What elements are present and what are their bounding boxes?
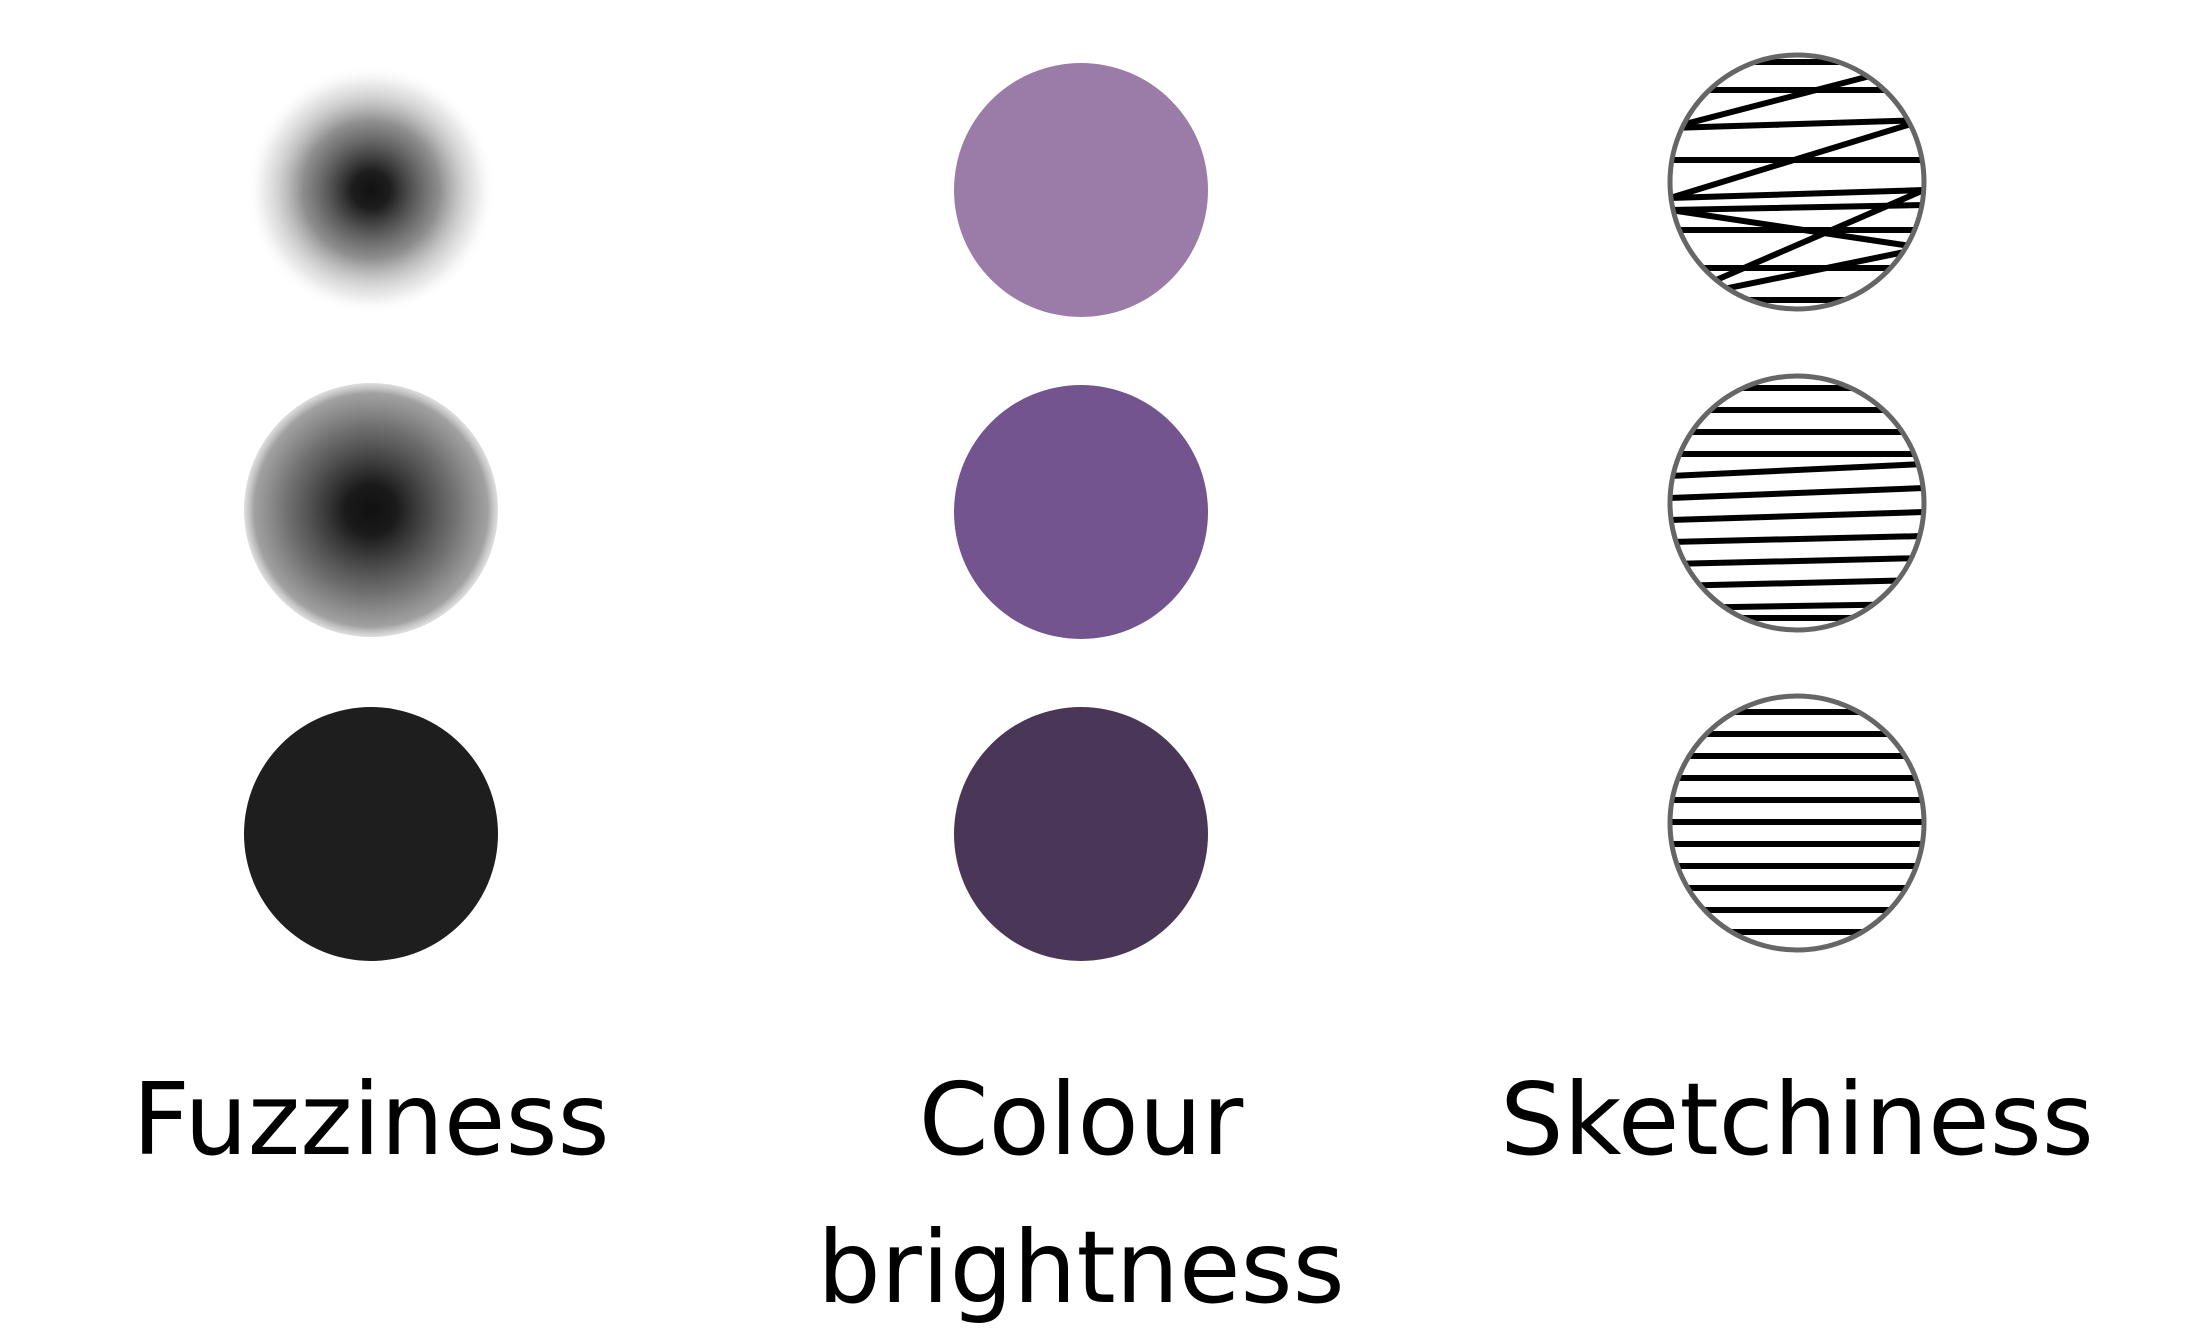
fuzziness-label: Fuzziness: [132, 1061, 610, 1178]
fuzzy-dot-medium: [244, 383, 498, 637]
sketchiness-column: [1667, 52, 1927, 953]
sketchiness-label: Sketchiness: [1500, 1061, 2094, 1178]
colour-brightness-column: [954, 63, 1208, 961]
colour-dot-dark: [954, 707, 1208, 961]
colour-dot-medium: [954, 385, 1208, 639]
colour-dot-light: [954, 63, 1208, 317]
sketch-dot-low: [1667, 693, 1927, 953]
fuzzy-dot-high: [246, 65, 496, 315]
sketch-dot-medium: [1667, 373, 1927, 633]
fuzziness-column: [244, 65, 498, 961]
colour-label-line-1: Colour: [918, 1061, 1244, 1178]
sketch-dot-high: [1667, 52, 1927, 312]
fuzzy-dot-none: [244, 707, 498, 961]
colour-brightness-label: Colour brightness: [721, 1046, 1441, 1342]
colour-label-line-2: brightness: [817, 1209, 1345, 1326]
